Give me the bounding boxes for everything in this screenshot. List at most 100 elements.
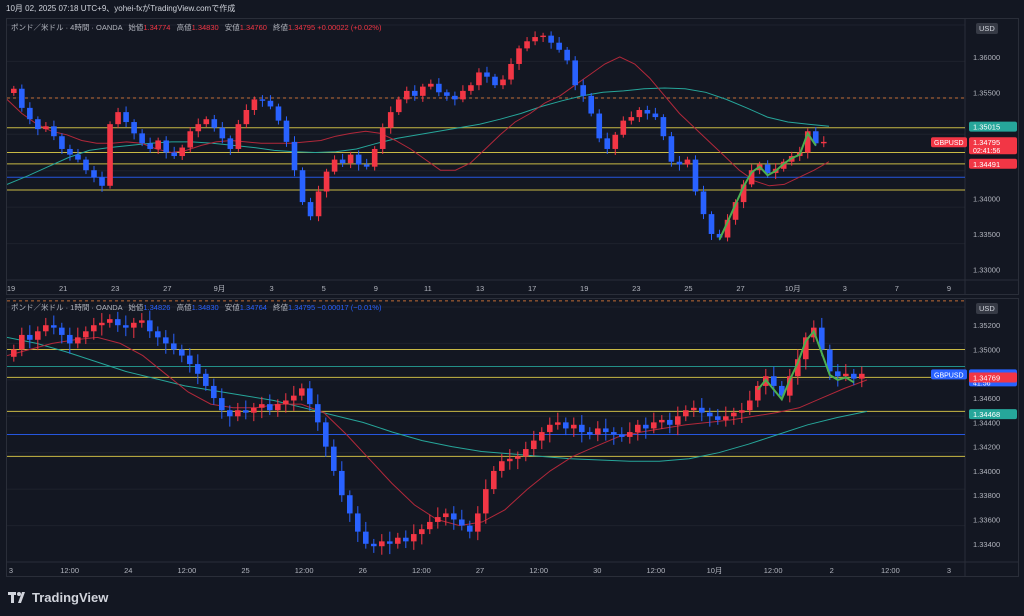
x-tick-label: 17: [528, 284, 536, 293]
candle-body: [331, 446, 337, 471]
chart-pane-1h[interactable]: 1.352001.350001.348001.346001.344001.342…: [6, 298, 1019, 577]
y-tick-label: 1.35000: [973, 346, 1000, 355]
candle-body: [572, 60, 578, 86]
candle-body: [259, 404, 265, 408]
x-tick-label: 5: [322, 284, 326, 293]
candle-body: [755, 385, 761, 401]
candle-body: [531, 440, 537, 450]
candle-body: [516, 48, 522, 64]
chart-canvas-1h[interactable]: 1.352001.350001.348001.346001.344001.342…: [7, 299, 1019, 577]
legend-change: +0.00022 (+0.02%): [317, 23, 382, 32]
candle-body: [732, 202, 739, 220]
price-label-countdown: 02:41:56: [973, 148, 1000, 155]
candle-body: [612, 134, 619, 149]
candle-body: [347, 495, 353, 514]
candle-body: [684, 159, 691, 165]
candle-body: [659, 419, 665, 423]
candle-body: [131, 322, 137, 328]
fast-moving-average-line: [7, 56, 830, 187]
candle-body: [628, 117, 635, 121]
legend-symbol: ポンド／米ドル · 4時間 · OANDA: [11, 23, 123, 32]
candle-body: [803, 337, 809, 360]
candle-body: [355, 513, 361, 532]
price-label-box: [969, 137, 1017, 155]
candle-body: [35, 119, 41, 130]
candle-body: [548, 35, 554, 43]
candle-body: [155, 331, 161, 338]
legend-high: 1.34830: [191, 23, 219, 32]
pattern-drawing-curve: [718, 131, 817, 241]
candle-body: [27, 107, 33, 120]
x-tick-label: 3: [947, 566, 951, 575]
candle-body: [19, 334, 25, 350]
x-tick-label: 23: [632, 284, 640, 293]
currency-button-4h[interactable]: USD: [976, 23, 998, 34]
legend-high: 1.34830: [191, 303, 219, 312]
candle-body: [411, 534, 417, 542]
y-tick-label: 1.34000: [973, 195, 1000, 204]
legend-close-label: 終値: [273, 23, 289, 32]
candle-body: [812, 131, 819, 144]
candle-body: [692, 159, 699, 192]
x-tick-label: 23: [111, 284, 119, 293]
x-tick-label: 3: [843, 284, 847, 293]
candle-body: [555, 422, 561, 425]
candle-body: [11, 349, 17, 357]
candle-body: [235, 124, 242, 149]
candle-body: [580, 85, 587, 96]
y-tick-label: 1.33000: [973, 265, 1000, 274]
candle-body: [11, 88, 17, 93]
candle-body: [35, 331, 41, 340]
candle-body: [379, 127, 386, 149]
currency-button-1h[interactable]: USD: [976, 303, 998, 314]
candle-body: [668, 136, 675, 162]
chart-pane-4h[interactable]: 1.360001.355001.350001.345001.340001.335…: [6, 18, 1019, 295]
candle-body: [131, 122, 137, 134]
candle-body: [179, 147, 186, 157]
legend-low-label: 安値: [224, 303, 240, 312]
candle-body: [243, 410, 249, 413]
candle-body: [699, 407, 705, 413]
y-tick-label: 1.34200: [973, 443, 1000, 452]
candle-body: [267, 100, 274, 107]
candle-body: [644, 110, 651, 114]
chart-legend-4h: ポンド／米ドル · 4時間 · OANDA 始値1.34774 高値1.3483…: [11, 22, 381, 33]
candle-body: [219, 127, 226, 139]
x-tick-label: 13: [476, 284, 484, 293]
candle-body: [452, 95, 458, 100]
candle-body: [83, 331, 89, 338]
candle-body: [259, 99, 266, 101]
candle-body: [331, 159, 338, 172]
candle-body: [115, 319, 121, 326]
candle-body: [747, 400, 753, 411]
candle-body: [99, 177, 105, 186]
legend-low: 1.34760: [239, 23, 267, 32]
candle-body: [395, 537, 401, 544]
candle-body: [107, 319, 113, 323]
price-label-text: 1.35015: [973, 123, 1000, 132]
candle-body: [147, 320, 153, 332]
candle-body: [251, 407, 257, 413]
candle-body: [459, 519, 465, 526]
candle-body: [779, 385, 785, 396]
legend-open: 1.34826: [143, 303, 171, 312]
candle-body: [43, 325, 49, 332]
candle-body: [339, 470, 345, 496]
candle-body: [820, 141, 827, 144]
candle-body: [59, 327, 65, 335]
candle-body: [283, 120, 290, 142]
legend-symbol: ポンド／米ドル · 1時間 · OANDA: [11, 303, 123, 312]
candle-body: [780, 161, 787, 169]
candle-body: [643, 424, 649, 429]
candle-body: [91, 325, 97, 332]
footer-brand[interactable]: TradingView: [8, 590, 108, 605]
chart-canvas-4h[interactable]: 1.360001.355001.350001.345001.340001.335…: [7, 19, 1019, 295]
candle-body: [627, 432, 633, 437]
candle-body: [708, 214, 715, 234]
candle-body: [651, 422, 657, 429]
candle-body: [187, 355, 193, 365]
candle-body: [27, 334, 33, 340]
symbol-tag-box: [931, 369, 967, 380]
candle-body: [371, 148, 378, 167]
price-label-box: [969, 372, 1017, 383]
